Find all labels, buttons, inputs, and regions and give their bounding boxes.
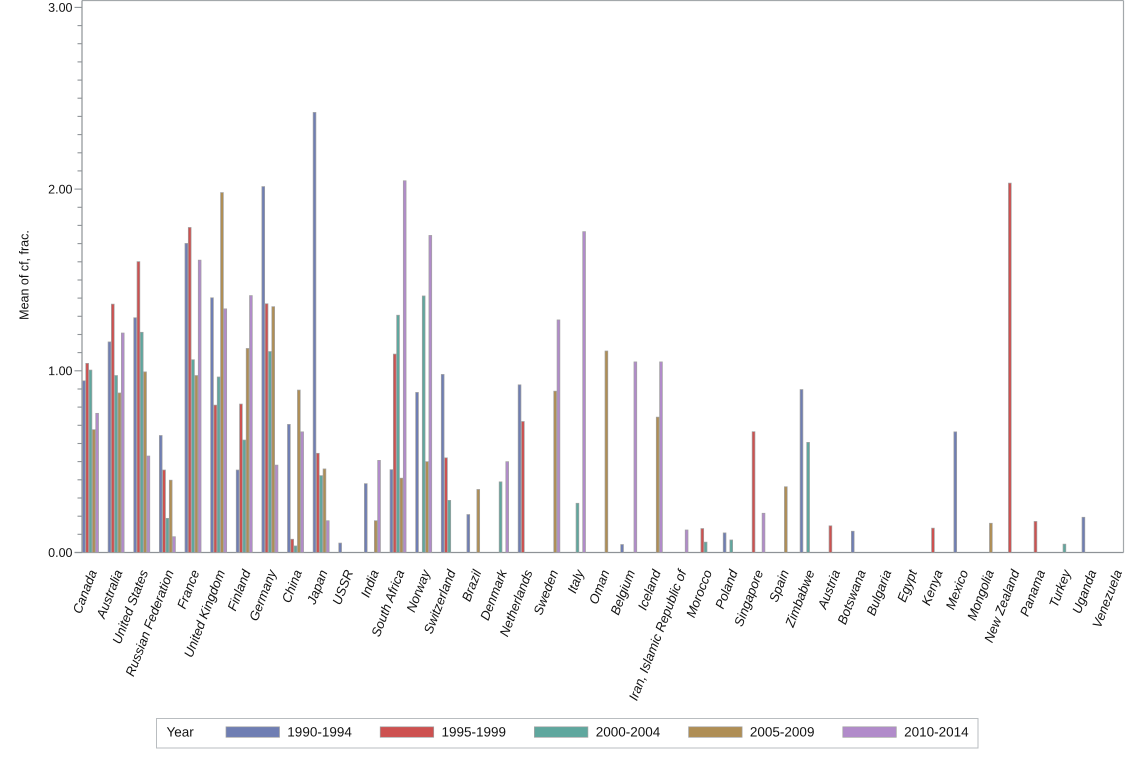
svg-text:2005-2009: 2005-2009	[750, 725, 815, 740]
svg-text:1990-1994: 1990-1994	[287, 725, 352, 740]
svg-text:1995-1999: 1995-1999	[441, 725, 506, 740]
svg-text:0.00: 0.00	[48, 546, 72, 560]
svg-text:2.00: 2.00	[48, 182, 72, 196]
svg-text:3.00: 3.00	[48, 1, 72, 15]
svg-text:Mean of cf, frac.: Mean of cf, frac.	[18, 230, 32, 320]
svg-text:Year: Year	[166, 725, 194, 740]
svg-text:2000-2004: 2000-2004	[596, 725, 661, 740]
svg-text:1.00: 1.00	[48, 364, 72, 378]
svg-text:2010-2014: 2010-2014	[904, 725, 969, 740]
